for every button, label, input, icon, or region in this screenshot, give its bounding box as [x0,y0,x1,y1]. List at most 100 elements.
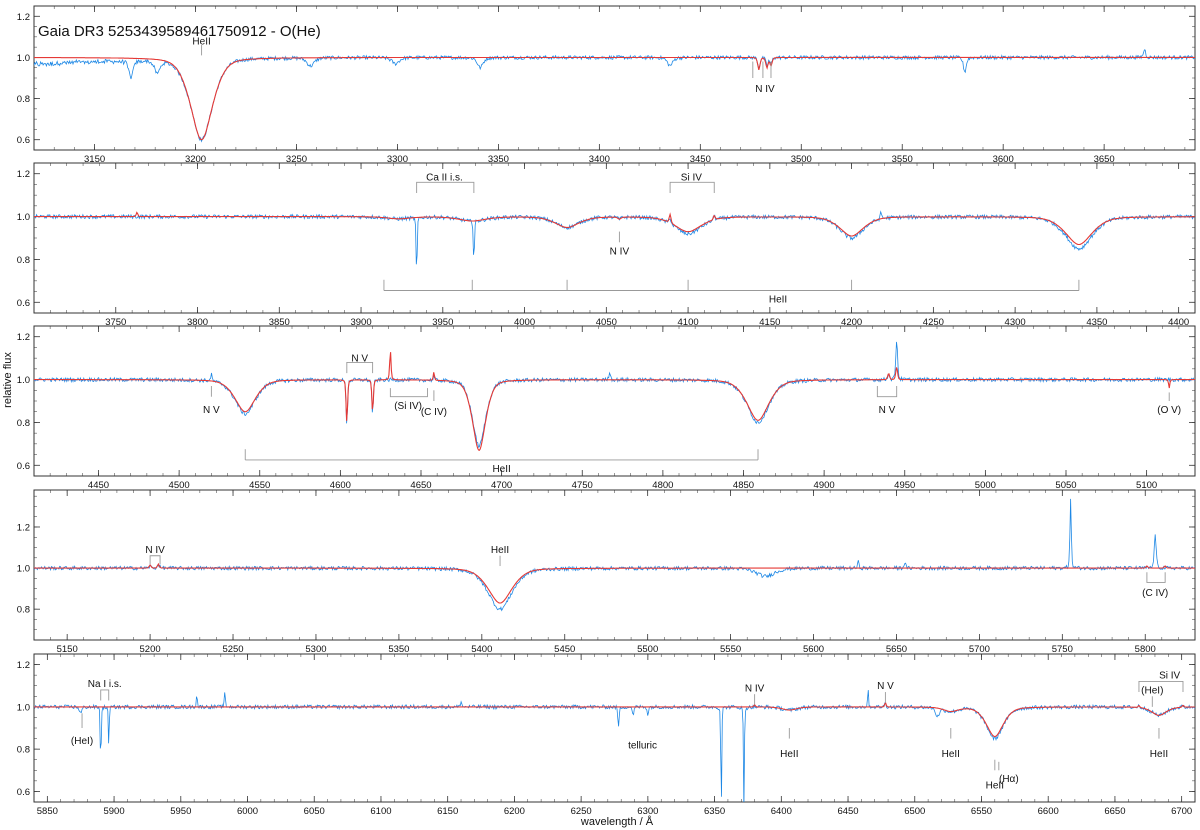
annotation-label: N IV [610,246,630,257]
y-tick-label: 0.8 [17,605,30,616]
y-tick-label: 0.6 [17,787,30,798]
line-annotation: HeII [1150,728,1168,760]
line-annotation: N IV [745,683,765,705]
annotation-label: (HeI) [71,736,93,747]
annotation-bracket [669,181,715,193]
y-tick-label: 1.2 [17,169,30,180]
line-annotation: (HeI) [71,713,93,747]
x-tick-label: 5250 [222,644,243,655]
y-tick-label: 0.8 [17,94,30,105]
annotation-label: N IV [745,683,765,694]
x-tick-label: 5100 [1136,480,1157,491]
annotation-label: Ca II i.s. [426,172,463,183]
y-tick-label: 1.0 [17,702,30,713]
x-tick-label: 6700 [1171,806,1192,817]
x-tick-label: 4500 [169,480,190,491]
x-tick-label: 4450 [88,480,109,491]
x-tick-label: 4050 [596,317,617,328]
annotation-label: (C IV) [1142,588,1168,599]
line-annotation: N IV [145,545,165,564]
model-spectrum [34,211,1195,246]
x-tick-label: 5750 [1052,644,1073,655]
y-tick-label: 1.2 [17,332,30,343]
x-axis-label: wavelength / Å [580,815,654,828]
model-spectrum [34,562,1195,604]
line-annotation: (C IV) [1142,572,1168,599]
x-tick-label: 3600 [993,154,1014,165]
line-annotation: (Hα) [998,761,1019,785]
annotation-label: HeII [491,545,509,556]
x-tick-label: 6000 [237,806,258,817]
spectra [34,49,1195,143]
line-annotation: N V [876,386,898,416]
annotation-bracket [346,361,374,374]
x-tick-label: 4100 [678,317,699,328]
line-annotation: (C IV) [421,390,447,418]
x-tick-label: 4750 [572,480,593,491]
annotation-label: N V [879,405,896,416]
model-spectrum [34,56,1195,141]
observed-spectrum [34,210,1195,265]
x-tick-label: 5300 [305,644,326,655]
x-tick-label: 3500 [791,154,812,165]
panel-2: 3750 3800 3850 3900 3950 4000 4050 4100 4150 4200… [17,162,1196,328]
x-tick-label: 4850 [733,480,754,491]
line-annotation: (Si IV) [389,388,428,412]
x-tick-label: 5700 [969,644,990,655]
x-tick-label: 5800 [1135,644,1156,655]
annotation-label: N V [877,681,894,692]
x-tick-label: 5550 [720,644,741,655]
x-tick-label: 5400 [471,644,492,655]
annotation-label: HeII [942,749,960,760]
x-tick-label: 3400 [589,154,610,165]
annotation-bracket [389,388,428,398]
spectra [34,210,1195,265]
y-tick-label: 1.0 [17,53,30,64]
figure-title: Gaia DR3 5253439589461750912 - O(He) [38,23,321,40]
x-tick-label: 4000 [514,317,535,328]
annotation-label: (C IV) [421,407,447,418]
x-tick-label: 6050 [304,806,325,817]
line-annotation: telluric [628,740,657,751]
x-tick-label: 4700 [491,480,512,491]
annotation-label: telluric [628,740,657,751]
x-tick-label: 5850 [37,806,58,817]
x-tick-label: 5600 [803,644,824,655]
x-tick-label: 4950 [894,480,915,491]
annotation-label: N IV [755,84,775,95]
annotation-bracket [149,555,161,564]
x-tick-label: 6300 [637,806,658,817]
line-annotation: N IV [752,61,775,95]
x-tick-label: 3150 [84,154,105,165]
x-tick-label: 4400 [1168,317,1189,328]
x-tick-label: 5450 [554,644,575,655]
x-tick-label: 4350 [1086,317,1107,328]
annotation-label: Si IV [1159,671,1180,682]
y-tick-label: 0.8 [17,418,30,429]
y-tick-label: 1.0 [17,564,30,575]
y-tick-label: 1.0 [17,375,30,386]
x-tick-label: 4200 [841,317,862,328]
x-tick-label: 5150 [57,644,78,655]
model-spectrum [34,352,1195,451]
annotation-label: HeII [192,36,210,47]
annotation-bracket [876,386,898,398]
panel-5: 5850 5900 5950 6000 6050 6100 6150 6200 6250 6300… [17,653,1196,817]
annotation-label: (Hα) [999,774,1019,785]
x-tick-label: 6150 [437,806,458,817]
x-tick-label: 4550 [249,480,270,491]
panel-frame [33,325,1196,477]
x-tick-label: 5950 [170,806,191,817]
panel-frame [33,653,1196,803]
x-tick-label: 5200 [140,644,161,655]
annotation-label: HeII [769,295,787,306]
line-annotation: Si IV [1138,671,1184,693]
x-tick-label: 3250 [286,154,307,165]
x-tick-label: 3950 [432,317,453,328]
observed-spectrum [34,498,1195,612]
line-annotation: N V [877,681,894,703]
annotation-label: Si IV [681,172,702,183]
observed-spectrum [34,341,1195,448]
x-tick-label: 3300 [387,154,408,165]
